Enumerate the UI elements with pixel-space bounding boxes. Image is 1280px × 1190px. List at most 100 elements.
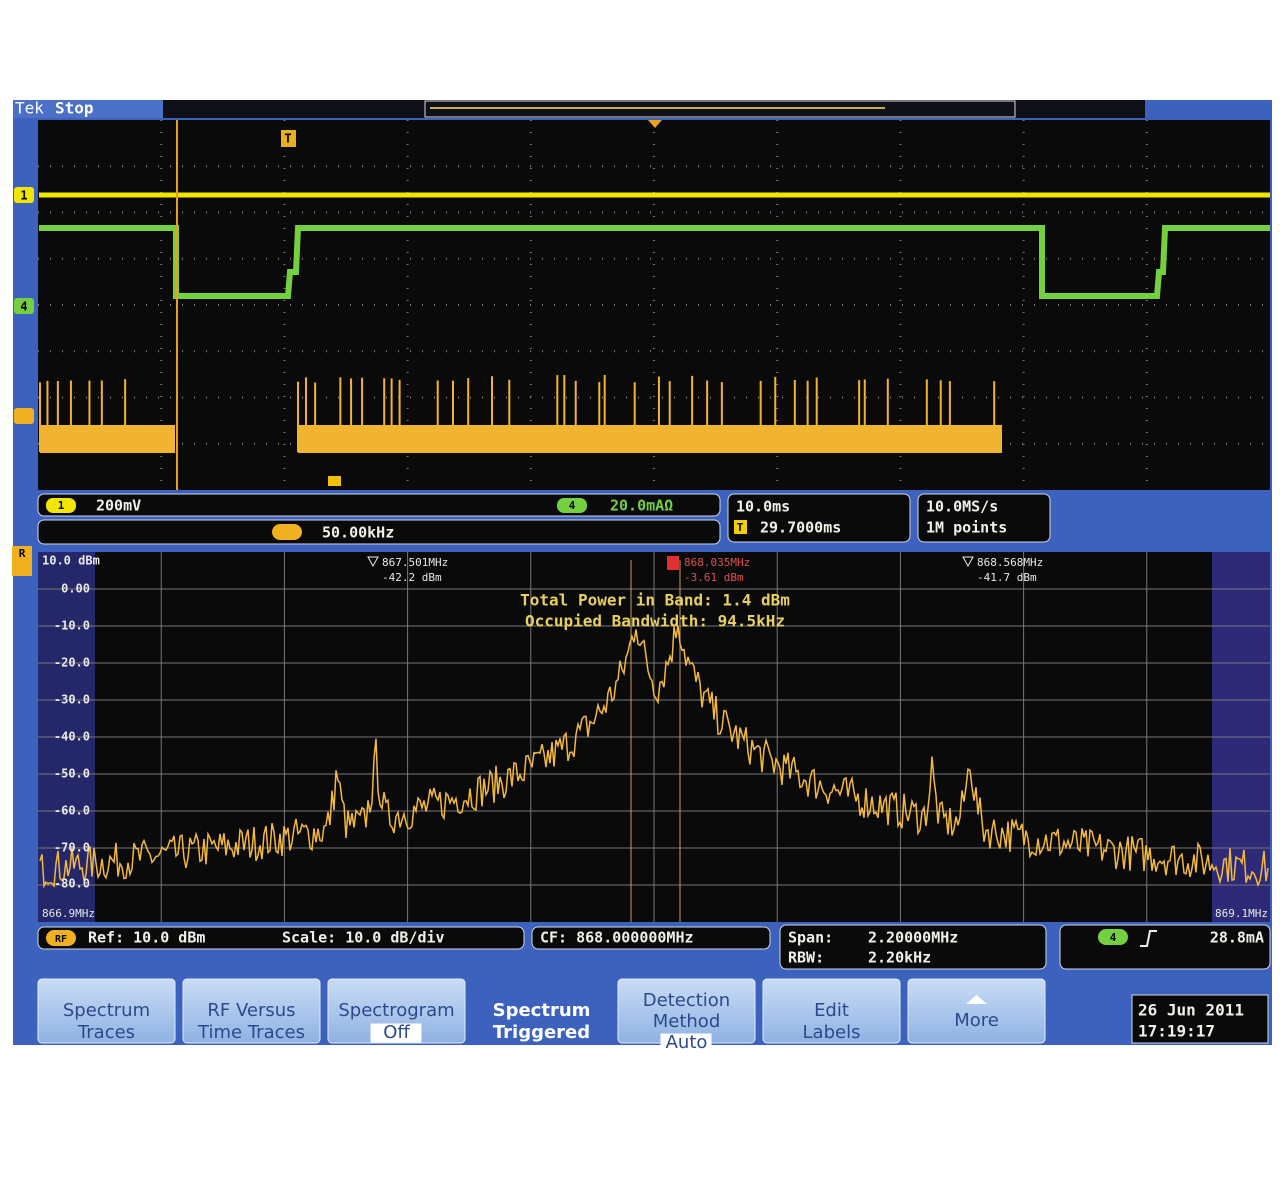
bus-readout	[37, 519, 721, 545]
menu-button[interactable]: More	[907, 978, 1046, 1044]
rf-badge	[12, 546, 32, 576]
marker-level: -3.61 dBm	[684, 571, 744, 584]
marker-level: -42.2 dBm	[382, 571, 442, 584]
bus-band	[40, 425, 175, 453]
span: 2.20000MHz	[868, 929, 958, 947]
trig-pos-badge	[734, 520, 747, 534]
y-label: 0.00	[61, 582, 90, 596]
spectrum-grid	[38, 552, 1270, 922]
record-length: 1M points	[926, 519, 1007, 537]
button-face	[37, 978, 176, 1044]
time: 17:19:17	[1138, 1022, 1215, 1041]
y-label: -80.0	[54, 877, 90, 891]
occupied-bw: Occupied Bandwidth: 94.5kHz	[525, 612, 785, 631]
y-label: 10.0 dBm	[42, 554, 100, 568]
scale: Scale: 10.0 dB/div	[282, 929, 445, 947]
y-label: -50.0	[54, 767, 90, 781]
ch4-scale: 20.0mAΩ	[610, 497, 673, 515]
ref-level: Ref: 10.0 dBm	[88, 929, 205, 947]
y-label: -30.0	[54, 693, 90, 707]
trigger-position: 29.7000ms	[760, 519, 841, 537]
ch4-badge	[14, 298, 34, 314]
button-label: Traces	[77, 1022, 135, 1043]
cf-readout	[531, 926, 771, 950]
button-face	[327, 978, 466, 1044]
y-label: -40.0	[54, 730, 90, 744]
total-power: Total Power in Band: 1.4 dBm	[520, 591, 790, 610]
trig-ch-label: 4	[1110, 931, 1117, 944]
ch-readout	[37, 493, 721, 517]
ch4-trace	[39, 225, 1270, 299]
datetime-box	[1131, 994, 1269, 1044]
y-label: -20.0	[54, 656, 90, 670]
brand: Tek	[15, 99, 44, 118]
y-label: -10.0	[54, 619, 90, 633]
run-status: Stop	[55, 99, 94, 118]
marker-freq: 868.568MHz	[977, 556, 1043, 569]
timebase: 10.0ms	[736, 498, 790, 516]
button-face	[182, 978, 321, 1044]
trig-pos-badge-label: T	[737, 521, 744, 534]
acq-readout	[917, 493, 1051, 543]
trig-ch-badge	[1098, 929, 1128, 945]
rf-readout-badge	[46, 930, 76, 946]
ch1-readout-badge	[46, 498, 76, 513]
button-label: More	[954, 1010, 999, 1031]
button-label: Edit	[814, 1000, 849, 1021]
marker-icon	[367, 556, 379, 568]
setting-box	[370, 1023, 422, 1043]
marker-freq: 867.501MHz	[382, 556, 448, 569]
button-label: Spectrogram	[338, 1000, 454, 1021]
button-label: Time Traces	[197, 1022, 305, 1043]
date: 26 Jun 2011	[1138, 1001, 1244, 1020]
slope-icon	[1140, 930, 1157, 947]
y-label: -70.0	[54, 841, 90, 855]
ch4-badge-label: 4	[20, 300, 27, 314]
center-freq: CF: 868.000000MHz	[540, 929, 694, 947]
button-label: Detection	[643, 990, 730, 1011]
button-label: Labels	[803, 1022, 861, 1043]
button-label: Spectrum	[63, 1000, 150, 1021]
more-arrow	[966, 995, 987, 1004]
ch4-readout-badge	[557, 498, 587, 513]
trigger-badge	[281, 130, 296, 147]
button-label: Spectrum	[493, 1000, 591, 1021]
button-face	[762, 978, 901, 1044]
button-face	[907, 978, 1046, 1044]
status-bar	[13, 100, 163, 118]
bus-band	[298, 425, 1002, 453]
y-label: -60.0	[54, 804, 90, 818]
ch1-badge-label: 1	[20, 189, 27, 203]
ref-readout	[37, 926, 525, 950]
trigger-pos-marker	[648, 120, 662, 128]
sample-rate: 10.0MS/s	[926, 498, 998, 516]
stop-freq: 869.1MHz	[1215, 907, 1268, 920]
button-label: Off	[383, 1022, 410, 1043]
span-label: Span:	[788, 929, 833, 947]
bus-trace	[39, 375, 1002, 453]
button-label: Triggered	[493, 1022, 590, 1043]
rf-badge-label: R	[19, 547, 26, 560]
bus-marker	[328, 476, 341, 486]
button-label: RF Versus	[207, 1000, 295, 1021]
timebase-readout	[727, 493, 911, 543]
span-readout	[779, 924, 1047, 970]
bus-badge	[14, 408, 34, 424]
spectrum-trace	[39, 625, 1269, 889]
bus-readout-badge	[272, 524, 302, 540]
start-freq: 866.9MHz	[42, 907, 95, 920]
ch1-scale: 200mV	[96, 497, 141, 515]
trigger-level: 28.8mA	[1210, 929, 1264, 947]
ref-marker-icon	[667, 556, 679, 570]
button-label: Auto	[666, 1032, 708, 1053]
bus-freq: 50.00kHz	[322, 524, 394, 542]
